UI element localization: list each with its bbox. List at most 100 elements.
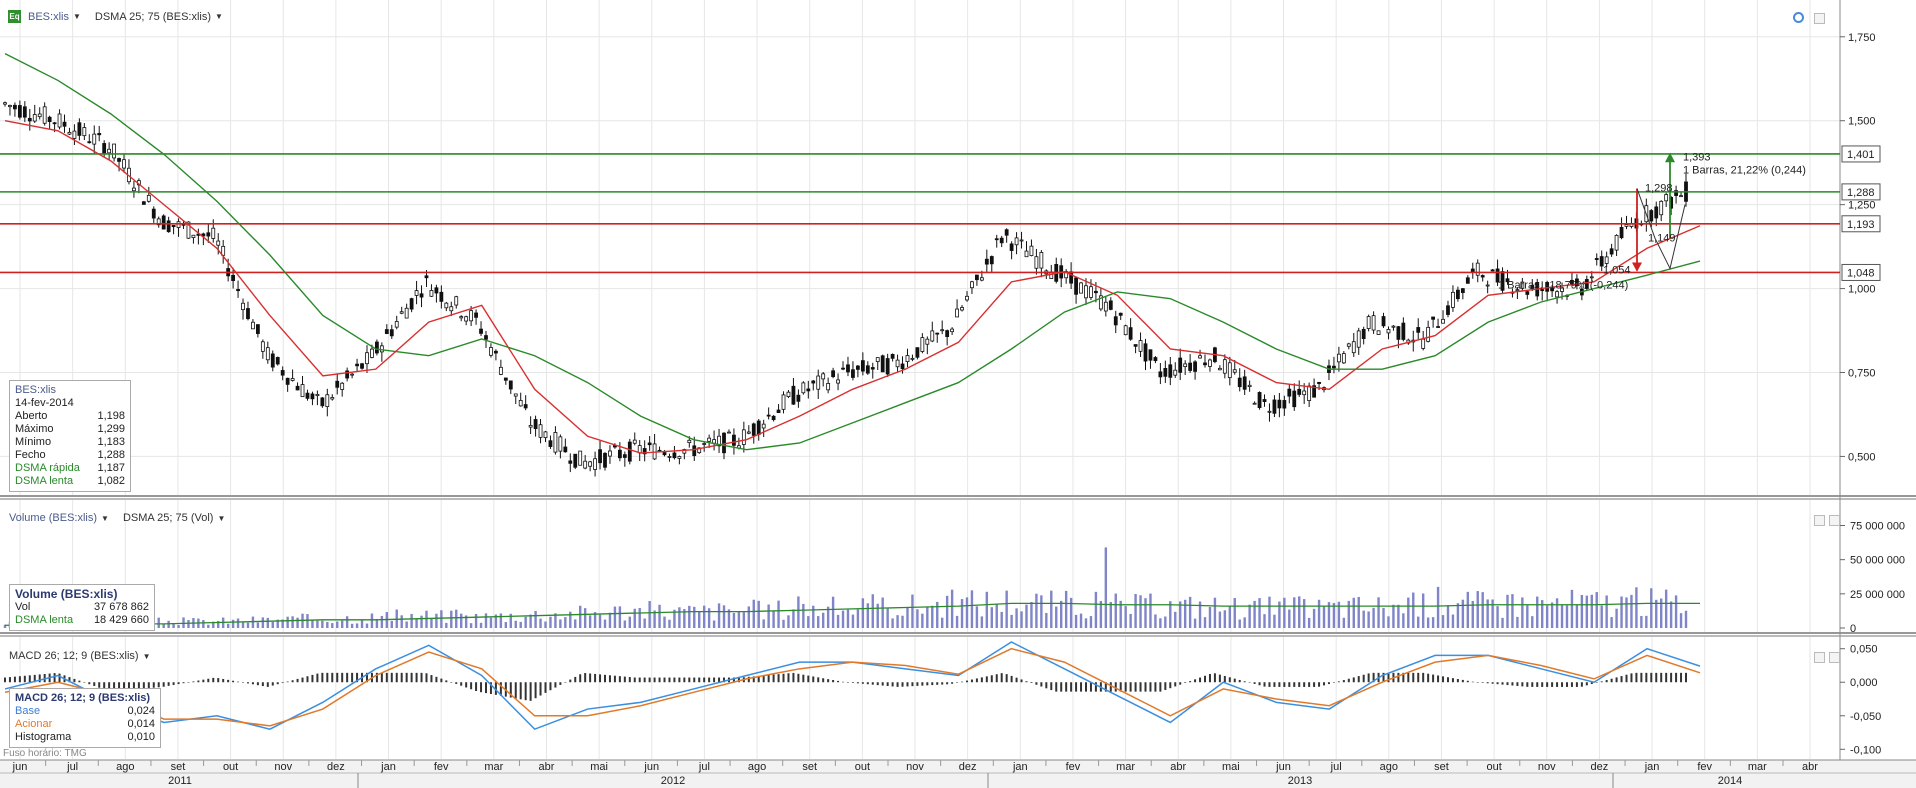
macd-hist-bar <box>678 677 681 683</box>
candle-body <box>603 452 607 468</box>
year-label: 2014 <box>1718 775 1742 787</box>
volume-bar <box>1109 602 1112 628</box>
macd-hist-bar <box>1461 679 1464 683</box>
macd-hist-bar <box>703 677 706 683</box>
macd-hist-bar <box>400 672 403 683</box>
candle-body <box>662 452 667 456</box>
candle-body <box>216 240 221 246</box>
volume-tick-label: 75 000 000 <box>1850 521 1905 533</box>
chevron-down-icon[interactable]: ▼ <box>215 12 223 21</box>
chevron-down-icon[interactable]: ▼ <box>101 513 109 523</box>
macd-hist-bar <box>1575 682 1578 687</box>
macd-hist-bar <box>1213 673 1216 683</box>
info-value: 18 429 660 <box>93 614 149 626</box>
volume-bar <box>1060 600 1063 628</box>
month-label: jan <box>1644 761 1660 773</box>
candle-body <box>1128 327 1133 340</box>
macd-hist-bar <box>1184 682 1187 683</box>
volume-bar <box>1293 597 1296 628</box>
month-label: dez <box>1591 761 1609 773</box>
candle-body <box>1094 290 1098 294</box>
candle-body <box>1188 362 1193 371</box>
axes: 1,750 1,500 1,250 1,000 0,750 0,500 1,401 1,288… <box>12 32 1905 788</box>
candle-body <box>994 238 999 241</box>
window-icon[interactable] <box>1814 13 1825 24</box>
macd-hist-bar <box>911 682 914 687</box>
info-label: Histograma <box>15 731 72 743</box>
volume-bar <box>1332 602 1336 628</box>
chevron-down-icon[interactable]: ▼ <box>72 12 81 21</box>
volume-bar <box>1431 617 1435 628</box>
volume-bar <box>246 622 250 628</box>
volume-bar <box>321 620 324 628</box>
panel-menu-icon[interactable] <box>1814 515 1825 526</box>
macd-hist-bar <box>1159 682 1162 692</box>
chevron-down-icon[interactable]: ▼ <box>142 651 151 661</box>
info-row: DSMA lenta 18 429 660 <box>15 614 149 627</box>
macd-hist-bar <box>1422 672 1425 683</box>
panel-menu-icon[interactable] <box>1814 652 1825 663</box>
macd-hist-bar <box>797 673 800 683</box>
volume-study-selector[interactable]: DSMA 25; 75 (Vol) <box>122 512 214 524</box>
volume-bar <box>231 619 235 628</box>
volume-bar <box>1550 602 1554 628</box>
candle-body <box>1262 399 1267 402</box>
volume-bar <box>1421 593 1425 628</box>
snapshot-icon[interactable] <box>1793 12 1804 23</box>
candle-body <box>766 414 771 417</box>
macd-selector[interactable]: MACD 26; 12; 9 (BES:xlis) <box>9 650 139 662</box>
candle-body <box>1550 288 1555 292</box>
info-value: 1,299 <box>97 423 125 435</box>
macd-hist-bar <box>1635 672 1638 683</box>
macd-hist-bar <box>564 682 567 683</box>
macd-hist-bar <box>856 682 859 684</box>
volume-bar <box>1540 600 1544 628</box>
volume-bar <box>177 625 180 628</box>
macd-hist-bar <box>881 682 884 686</box>
volume-bar <box>1585 595 1589 628</box>
volume-bar <box>365 623 369 628</box>
macd-hist-bar <box>956 682 959 683</box>
candle-body <box>459 316 464 319</box>
macd-hist-bar <box>1218 674 1221 683</box>
macd-hist-bar <box>1060 682 1063 692</box>
macd-hist-bar <box>554 682 557 688</box>
volume-bar <box>608 612 612 628</box>
candle-body <box>1084 285 1088 299</box>
candle-body <box>732 434 736 446</box>
volume-bar <box>296 617 299 628</box>
macd-hist-bar <box>1600 681 1603 683</box>
macd-hist-bar <box>202 679 205 683</box>
candle-body <box>1604 256 1609 264</box>
candle-body <box>1227 362 1232 379</box>
candle-body <box>474 312 478 318</box>
chevron-down-icon[interactable]: ▼ <box>217 513 226 523</box>
candle-body <box>1540 289 1545 292</box>
macd-hist-bar <box>1521 682 1524 687</box>
volume-bar <box>940 617 944 628</box>
candle-body <box>1113 316 1118 326</box>
candle-body <box>598 449 602 464</box>
candle-body <box>513 393 518 397</box>
volume-bar <box>1635 587 1638 628</box>
candle-body <box>682 449 687 454</box>
volume-bar <box>1342 617 1346 628</box>
volume-bar <box>896 615 899 628</box>
candle-body <box>404 307 409 319</box>
macd-hist-bar <box>688 677 691 683</box>
candle-body <box>965 295 969 301</box>
macd-hist-bar <box>1233 678 1236 683</box>
study-selector[interactable]: DSMA 25; 75 (BES:xlis) <box>94 10 212 23</box>
volume-box-title: Volume (BES:xlis) <box>15 587 118 601</box>
month-label: jul <box>698 761 710 773</box>
macd-hist-bar <box>861 682 864 684</box>
close-panel-icon[interactable] <box>1829 652 1840 663</box>
candle-body <box>1515 289 1520 292</box>
macd-hist-bar <box>921 682 924 686</box>
candle-body <box>1069 271 1074 284</box>
volume-selector[interactable]: Volume (BES:xlis) <box>9 512 98 524</box>
close-panel-icon[interactable] <box>1829 515 1840 526</box>
candle-body <box>622 454 627 458</box>
macd-tick-label: -0,100 <box>1850 744 1881 756</box>
ticker-selector[interactable]: BES:xlis <box>28 10 69 23</box>
